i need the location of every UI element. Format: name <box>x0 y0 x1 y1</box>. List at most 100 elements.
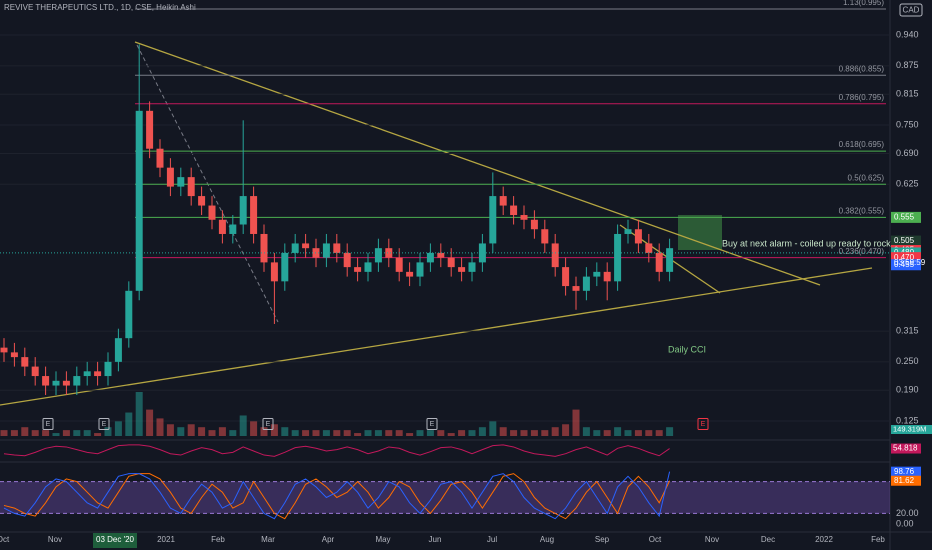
candle-body <box>374 248 382 263</box>
candle-body <box>551 243 559 268</box>
y-tick-label: 0.250 <box>896 356 919 366</box>
candle-body <box>499 196 507 206</box>
volume-bar <box>114 421 122 436</box>
volume-bar <box>468 430 476 436</box>
volume-bar <box>478 427 486 436</box>
currency: CAD <box>903 6 920 15</box>
volume-bar <box>499 427 507 436</box>
volume-bar <box>198 427 206 436</box>
volume-bar <box>645 430 653 436</box>
chart-title: REVIVE THERAPEUTICS LTD., 1D, CSE, Heiki… <box>4 3 196 12</box>
candle-body <box>291 243 299 253</box>
volume-bar <box>104 427 112 436</box>
volume-bar <box>530 430 538 436</box>
x-tick-label: 2021 <box>157 535 175 544</box>
x-tick-label: Aug <box>540 535 554 544</box>
x-tick-label: Dec <box>761 535 775 544</box>
x-tick-label: Nov <box>705 535 719 544</box>
volume-bar <box>603 430 611 436</box>
volume-bar <box>0 430 8 436</box>
volume-bar <box>187 424 195 436</box>
candle-body <box>530 219 538 230</box>
stoch-tick-label: 0.00 <box>896 518 914 528</box>
x-tick-label: Oct <box>0 535 10 544</box>
candle-body <box>562 267 570 287</box>
volume-bar <box>666 427 674 436</box>
volume-badge-label: 149.319M <box>893 424 926 433</box>
candle-body <box>572 286 580 291</box>
x-tick-label: Oct <box>649 535 662 544</box>
candle-body <box>520 215 528 220</box>
volume-bar <box>52 433 60 436</box>
volume-bar <box>83 430 91 436</box>
candle-body <box>603 271 611 282</box>
price-badge <box>891 235 921 247</box>
x-tick-label: Apr <box>322 535 335 544</box>
volume-bar <box>343 430 351 436</box>
volume-bar <box>395 430 403 436</box>
volume-bar <box>270 424 278 436</box>
x-tick-label: Nov <box>48 535 62 544</box>
volume-bar <box>62 430 70 436</box>
volume-bar <box>31 430 39 436</box>
volume-bar <box>437 430 445 436</box>
price-badge <box>891 211 921 223</box>
currency-box <box>899 3 923 17</box>
candle-body <box>426 252 434 263</box>
candle-body <box>302 243 310 249</box>
candle-body <box>634 229 642 244</box>
price-badge-label: 0.470 <box>894 253 915 262</box>
volume-bar <box>489 421 497 436</box>
candle-body <box>62 380 70 386</box>
x-tick-label: Mar <box>261 535 275 544</box>
volume-bar <box>250 421 258 436</box>
price-badge <box>891 252 921 264</box>
volume-bar <box>146 409 154 436</box>
volume-bar <box>520 430 528 436</box>
volume-bar <box>364 430 372 436</box>
earnings-box <box>697 418 709 430</box>
candle-body <box>333 243 341 253</box>
candle-body <box>281 252 289 282</box>
fib-label: 0.886(0.855) <box>839 64 885 73</box>
candle-body <box>343 252 351 268</box>
x-tick-label: Jul <box>487 535 497 544</box>
candle-body <box>655 252 663 272</box>
volume-bar <box>156 418 164 436</box>
volume-bar <box>177 427 185 436</box>
annotation: Daily CCI <box>668 344 706 354</box>
candle-body <box>229 224 237 234</box>
volume-bar <box>229 430 237 436</box>
stoch-badge <box>891 466 921 477</box>
stoch-badge-label: 98.76 <box>894 467 915 476</box>
earnings-label: E <box>430 421 435 428</box>
volume-bar <box>593 430 601 436</box>
trend-line <box>0 267 873 406</box>
candle-body <box>458 267 466 272</box>
x-tick-label: Jun <box>429 535 442 544</box>
fib-label: 0.5(0.625) <box>848 173 885 182</box>
volume-bar <box>281 427 289 436</box>
candle-body <box>468 262 476 272</box>
annotation: Buy at next alarm - coiled up ready to r… <box>722 238 893 248</box>
x-tick-label: Sep <box>595 535 610 544</box>
candle-body <box>208 205 216 220</box>
candle-body <box>21 357 29 367</box>
candle-body <box>218 219 226 234</box>
candle-body <box>42 376 50 386</box>
stoch-tick-label: 20.00 <box>896 508 919 518</box>
y-tick-label: 0.125 <box>896 415 919 425</box>
fib-label: 1.13(0.995) <box>843 0 884 7</box>
price-badge-label: 0.455 <box>894 260 915 269</box>
volume-bar <box>426 430 434 436</box>
volume-bar <box>73 430 81 436</box>
x-tick-label: Feb <box>211 535 225 544</box>
volume-bar <box>21 427 29 436</box>
price-badge <box>891 259 921 271</box>
candle-body <box>593 271 601 277</box>
volume-bar <box>634 430 642 436</box>
candle-body <box>364 262 372 272</box>
volume-bar <box>614 427 622 436</box>
candle-body <box>156 148 164 168</box>
